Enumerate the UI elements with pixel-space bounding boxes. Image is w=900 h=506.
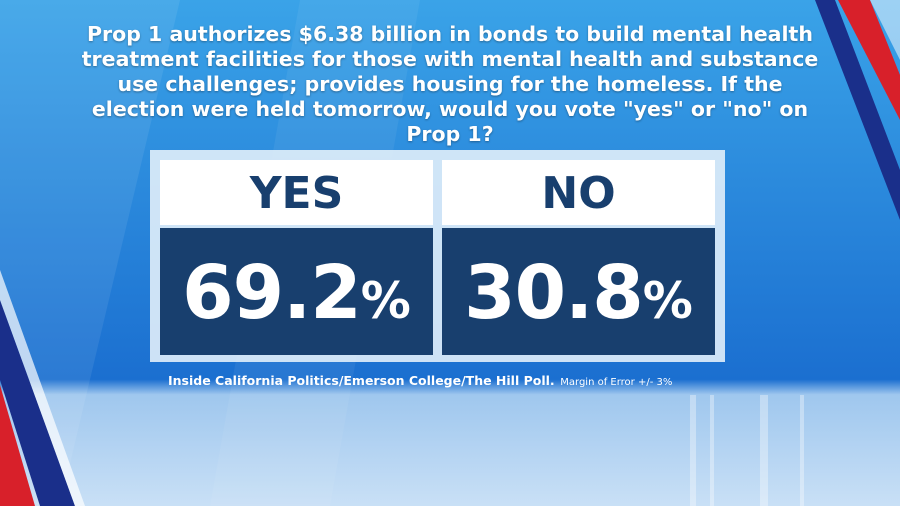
value-number: 30.8 xyxy=(464,250,644,336)
results-panel: YES 69.2% NO 30.8% xyxy=(150,150,725,362)
result-cell: NO 30.8% xyxy=(442,160,715,355)
source: Inside California Politics/Emerson Colle… xyxy=(168,370,672,389)
option-value: 30.8% xyxy=(442,228,715,355)
option-label: NO xyxy=(442,160,715,225)
question: Prop 1 authorizes $6.38 billion in bonds… xyxy=(81,22,819,146)
value-unit: % xyxy=(360,272,411,330)
value-unit: % xyxy=(642,272,693,330)
value-number: 69.2 xyxy=(182,250,362,336)
poll-source: Inside California Politics/Emerson Colle… xyxy=(168,373,555,388)
margin-of-error: Margin of Error +/- 3% xyxy=(560,377,673,388)
option-label: YES xyxy=(160,160,433,225)
result-cell: YES 69.2% xyxy=(160,160,433,355)
option-value: 69.2% xyxy=(160,228,433,355)
